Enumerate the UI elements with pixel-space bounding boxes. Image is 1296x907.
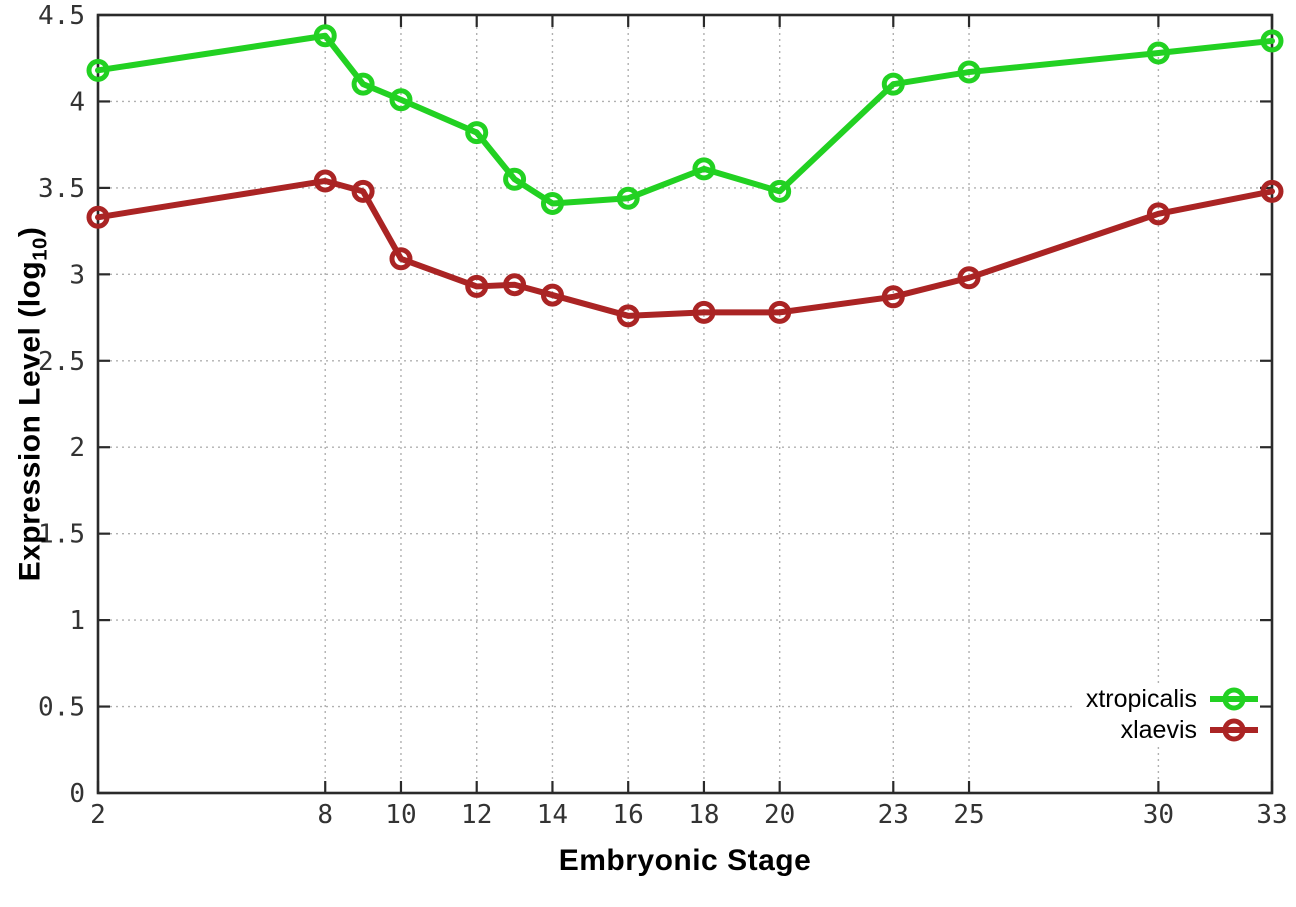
legend-item-xlaevis: xlaevis xyxy=(1086,716,1258,744)
y-tick-label: 0.5 xyxy=(38,693,85,723)
data-point-xtropicalis xyxy=(465,121,489,145)
data-point-xlaevis xyxy=(1260,179,1284,203)
y-axis-title: Expression Level (log10) xyxy=(14,227,53,582)
x-tick-label: 30 xyxy=(1143,800,1174,830)
x-axis-title: Embryonic Stage xyxy=(558,844,812,877)
y-tick-label: 4 xyxy=(69,87,85,117)
x-tick-label: 33 xyxy=(1256,800,1287,830)
x-tick-label: 25 xyxy=(953,800,984,830)
y-tick-label: 1 xyxy=(69,606,85,636)
x-tick-label: 23 xyxy=(878,800,909,830)
legend-label-xlaevis: xlaevis xyxy=(1120,716,1197,744)
data-point-xtropicalis xyxy=(881,72,905,96)
xlaevis-line-sample-icon xyxy=(1210,718,1258,742)
data-point-xtropicalis xyxy=(313,24,337,48)
data-point-xtropicalis xyxy=(351,72,375,96)
x-tick-label: 20 xyxy=(764,800,795,830)
x-tick-label: 12 xyxy=(461,800,492,830)
data-point-xtropicalis xyxy=(86,58,110,82)
x-tick-label: 16 xyxy=(613,800,644,830)
data-point-xtropicalis xyxy=(957,60,981,84)
data-point-xlaevis xyxy=(768,300,792,324)
y-tick-label: 0 xyxy=(69,779,85,809)
y-tick-label: 3.5 xyxy=(38,174,85,204)
x-tick-label: 8 xyxy=(317,800,333,830)
y-axis-title-close: ) xyxy=(13,226,47,238)
x-tick-label: 18 xyxy=(688,800,719,830)
y-axis-title-text: Expression Level (log xyxy=(13,260,47,582)
data-point-xtropicalis xyxy=(1146,41,1170,65)
legend-sample-marker xyxy=(1222,718,1246,742)
legend: xtropicalis xlaevis xyxy=(1071,683,1260,746)
data-point-xlaevis xyxy=(881,285,905,309)
x-tick-label: 2 xyxy=(90,800,106,830)
data-point-xlaevis xyxy=(616,304,640,328)
data-point-xtropicalis xyxy=(540,191,564,215)
data-point-xtropicalis xyxy=(616,186,640,210)
data-point-xlaevis xyxy=(86,205,110,229)
legend-label-xtropicalis: xtropicalis xyxy=(1085,685,1197,713)
x-tick-label: 10 xyxy=(385,800,416,830)
y-tick-label: 2.5 xyxy=(38,347,85,377)
y-tick-label: 3 xyxy=(69,260,85,290)
data-point-xlaevis xyxy=(692,300,716,324)
xtropicalis-line-sample-icon xyxy=(1210,687,1258,711)
data-point-xlaevis xyxy=(465,274,489,298)
y-tick-label: 1.5 xyxy=(38,520,85,550)
data-point-xlaevis xyxy=(351,179,375,203)
data-point-xlaevis xyxy=(313,169,337,193)
data-point-xtropicalis xyxy=(389,88,413,112)
data-point-xlaevis xyxy=(503,273,527,297)
y-tick-label: 4.5 xyxy=(38,1,85,31)
y-axis-title-subscript: 10 xyxy=(29,237,52,261)
data-point-xtropicalis xyxy=(1260,29,1284,53)
data-point-xlaevis xyxy=(1146,202,1170,226)
data-point-xtropicalis xyxy=(503,167,527,191)
data-point-xlaevis xyxy=(389,247,413,271)
data-point-xlaevis xyxy=(540,283,564,307)
plot-border xyxy=(96,13,1274,795)
data-point-xtropicalis xyxy=(692,157,716,181)
series-line-xtropicalis xyxy=(95,32,1275,207)
data-point-xtropicalis xyxy=(768,179,792,203)
series-line-xlaevis xyxy=(95,177,1275,319)
legend-item-xtropicalis: xtropicalis xyxy=(1086,685,1258,713)
data-point-xlaevis xyxy=(957,266,981,290)
y-tick-label: 2 xyxy=(69,433,85,463)
legend-sample-marker xyxy=(1222,687,1246,711)
x-tick-label: 14 xyxy=(537,800,568,830)
